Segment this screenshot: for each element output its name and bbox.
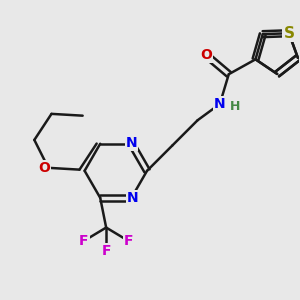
Text: N: N — [126, 136, 137, 150]
Text: O: O — [38, 161, 50, 175]
Text: N: N — [127, 191, 139, 205]
Text: F: F — [124, 234, 133, 248]
Text: N: N — [214, 97, 226, 111]
Text: F: F — [101, 244, 111, 258]
Text: S: S — [284, 26, 294, 41]
Text: O: O — [200, 48, 212, 62]
Text: F: F — [79, 234, 88, 248]
Text: H: H — [230, 100, 240, 113]
